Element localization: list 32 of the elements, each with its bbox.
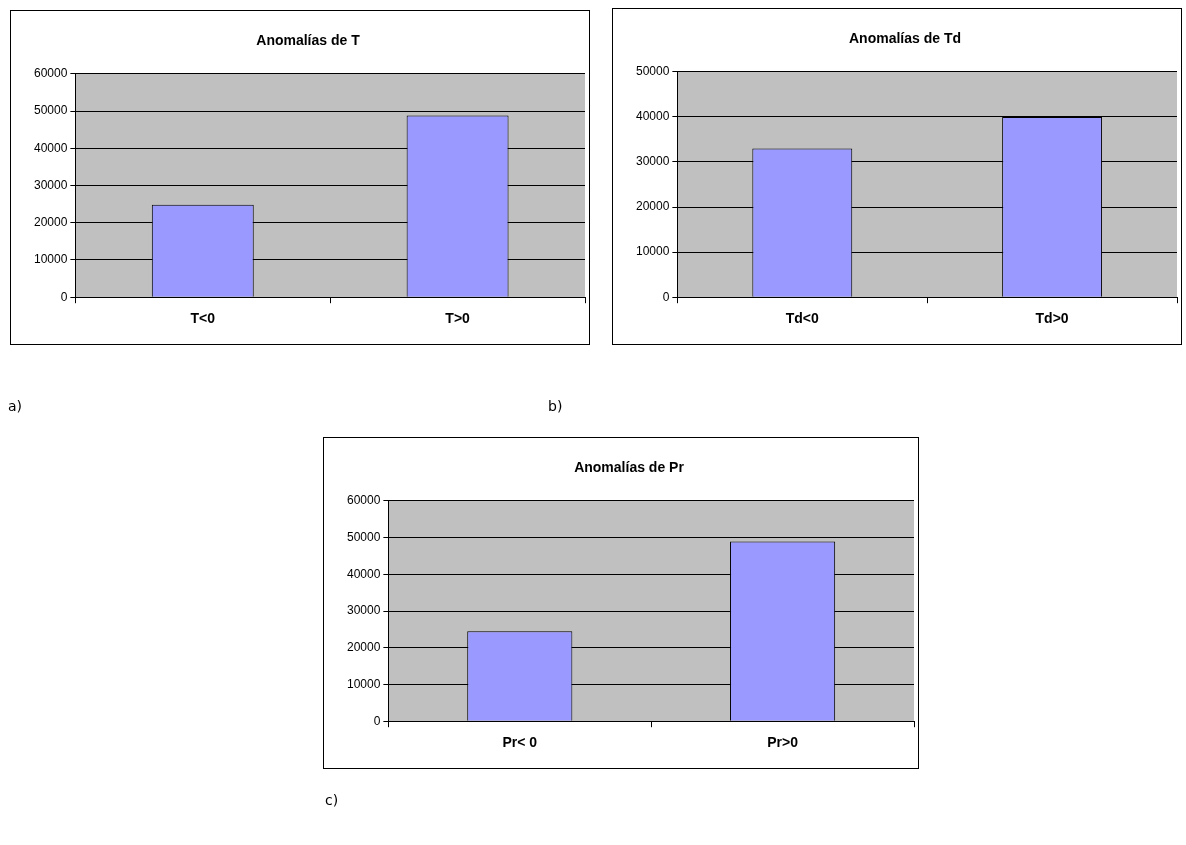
y-tick-label: 50000 [33, 103, 68, 118]
y-tick-label: 50000 [346, 529, 381, 544]
y-tick-label: 60000 [33, 66, 68, 81]
y-tick-label: 20000 [33, 215, 68, 230]
y-tick-label: 10000 [346, 676, 381, 691]
text: b) [548, 398, 563, 414]
y-tick-label: 10000 [635, 244, 670, 259]
y-tick-label: 30000 [33, 177, 68, 192]
text: a) [8, 398, 23, 414]
x-tick-label: Pr< 0 [502, 734, 538, 751]
y-tick-label: 40000 [33, 140, 68, 155]
x-tick-label: Td>0 [1035, 310, 1069, 327]
y-tick-label: 40000 [635, 109, 670, 124]
x-tick-label: Td<0 [785, 310, 820, 327]
y-tick-label: 20000 [635, 199, 670, 214]
y-tick-label: 20000 [346, 640, 381, 655]
chart-title: Anomalías de T [256, 32, 361, 49]
x-tick-label: Pr>0 [767, 734, 799, 751]
y-tick-label: 60000 [346, 493, 381, 508]
chart-title: Anomalías de Td [848, 30, 962, 47]
chart-title: Anomalías de Pr [574, 459, 685, 476]
y-tick-label: 30000 [346, 603, 381, 618]
y-tick-label: 30000 [635, 154, 670, 169]
y-tick-label: 10000 [33, 252, 68, 267]
x-tick-label: T>0 [445, 310, 471, 327]
y-tick-label: 0 [60, 289, 68, 304]
y-tick-label: 0 [662, 289, 670, 304]
y-tick-label: 0 [373, 713, 381, 728]
y-tick-label: 50000 [635, 64, 670, 79]
text: c) [325, 792, 339, 808]
y-tick-label: 40000 [346, 566, 381, 581]
x-tick-label: T<0 [190, 310, 216, 327]
